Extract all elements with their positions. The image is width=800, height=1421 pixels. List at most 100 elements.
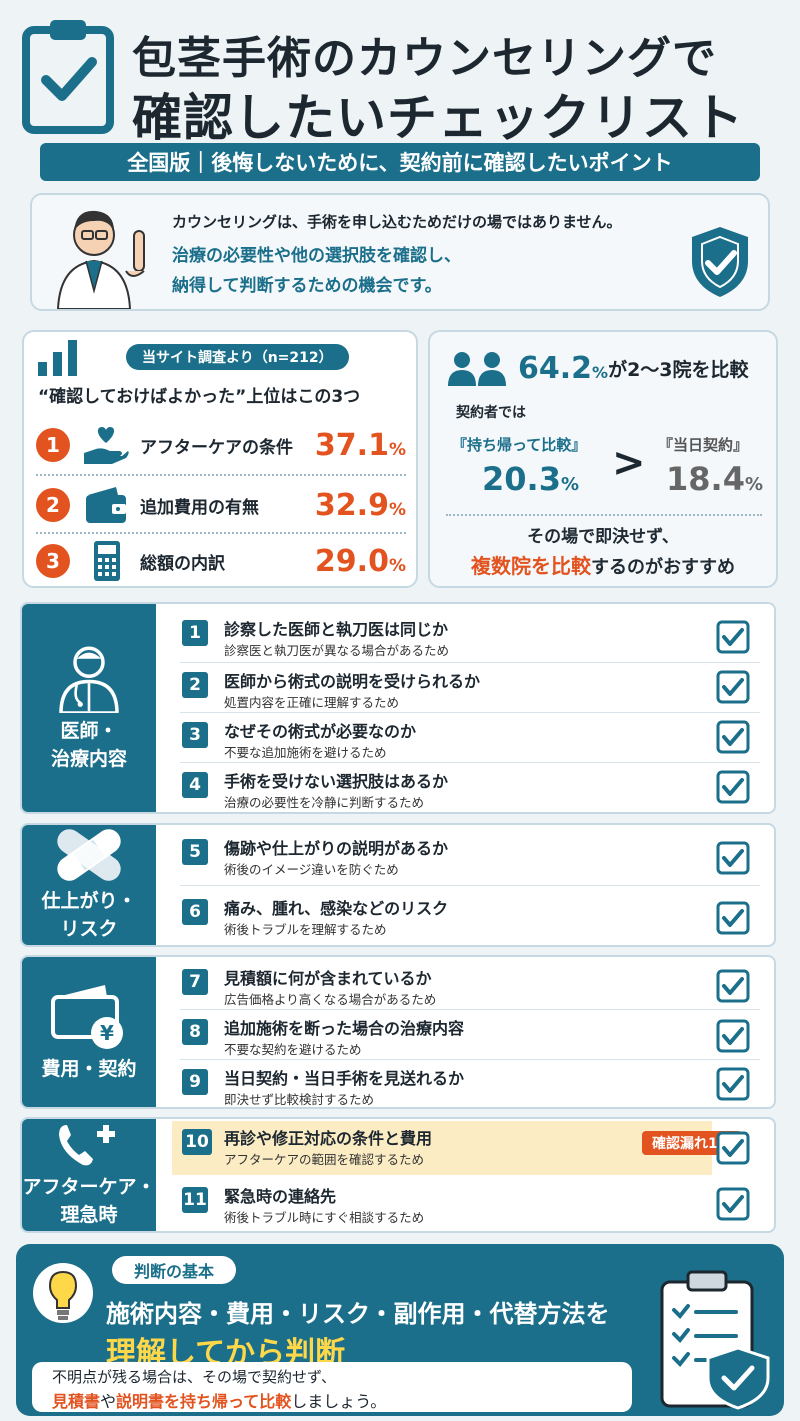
lightbulb-icon: [33, 1263, 93, 1323]
bandage-icon: [57, 829, 121, 881]
item-title: 医師から術式の説明を受けられるか: [224, 672, 481, 691]
hand-heart-icon: [84, 427, 129, 464]
checkbox-checked-icon[interactable]: [716, 720, 750, 754]
item-reason: アフターケアの範囲を確認するため: [224, 1152, 425, 1167]
rank-row: 1 アフターケアの条件 37.1%: [36, 418, 406, 472]
checkbox-checked-icon[interactable]: [716, 620, 750, 654]
take-home-label: 『持ち帰って比較』: [452, 436, 587, 454]
item-number: 8: [182, 1019, 208, 1045]
rank-row: 2 追加費用の有無 32.9%: [36, 478, 406, 532]
item-reason: 術後のイメージ違いを防ぐため: [224, 862, 399, 877]
greater-than-sign: >: [612, 440, 646, 486]
checkbox-checked-icon[interactable]: [716, 1067, 750, 1101]
judgement-line1: 施術内容・費用・リスク・副作用・代替方法を: [106, 1300, 610, 1328]
item-reason: 即決せず比較検討するため: [224, 1092, 375, 1107]
rank-label: アフターケアの条件: [140, 437, 293, 458]
checkbox-checked-icon[interactable]: [716, 1131, 750, 1165]
rank-percent: 37.1%: [314, 427, 406, 463]
page-title-line1: 包茎手術のカウンセリングで: [132, 33, 717, 84]
checklist-item-7: 7 見積額に何が含まれているか 広告価格より高くなる場合があるため: [180, 961, 774, 1013]
item-number: 4: [182, 772, 208, 798]
wallet-icon: [86, 487, 126, 523]
checkbox-checked-icon[interactable]: [716, 1187, 750, 1221]
subtitle-banner: 全国版｜後悔しないために、契約前に確認したいポイント: [40, 143, 760, 181]
divider: [180, 885, 760, 886]
item-number: 3: [182, 722, 208, 748]
section-cost-contract: ¥ 費用・契約 7 見積額に何が含まれているか 広告価格より高くなる場合があるた…: [20, 955, 776, 1109]
item-reason: 処置内容を正確に理解するため: [224, 695, 400, 710]
compare-advice-line2: 複数院を比較するのがおすすめ: [471, 554, 735, 578]
item-reason: 治療の必要性を冷静に判断するため: [224, 795, 425, 810]
shield-check-icon: [692, 227, 748, 297]
item-title: 手術を受けない選択肢はあるか: [224, 772, 449, 791]
item-title: なぜその術式が必要なのか: [224, 722, 417, 741]
wallet-yen-icon: ¥: [51, 985, 123, 1049]
checkbox-checked-icon[interactable]: [716, 901, 750, 935]
item-number: 6: [182, 899, 208, 925]
checkbox-checked-icon[interactable]: [716, 1019, 750, 1053]
item-reason: 不要な契約を避けるため: [224, 1042, 362, 1057]
section-side: 仕上がり・ リスク: [22, 825, 156, 945]
checklist-item-6: 6 痛み、腫れ、感染などのリスク 術後トラブルを理解するため: [180, 891, 774, 943]
section-side: アフターケア・ 理急時: [22, 1119, 156, 1231]
survey-badge: 当サイト調査より（n=212）: [126, 344, 349, 370]
rank-percent: 29.0%: [314, 543, 406, 579]
divider: [180, 662, 760, 663]
item-number: 1: [182, 620, 208, 646]
calculator-icon: [94, 541, 120, 581]
section-title: 費用・契約: [41, 1058, 137, 1080]
compare-percent: 64.2%: [518, 350, 609, 386]
doctor-pointing-icon: [56, 210, 145, 309]
checklist-item-3: 3 なぜその術式が必要なのか 不要な追加施術を避けるため: [180, 714, 774, 766]
checklist-item-2: 2 医師から術式の説明を受けられるか 処置内容を正確に理解するため: [180, 664, 774, 716]
clipboard-check-icon: [22, 20, 114, 134]
checklist-item-1: 1 診察した医師と執刀医は同じか 診察医と執刀医が異なる場合があるため: [180, 612, 774, 664]
compare-headline: 64.2% が2〜3院を比較: [446, 350, 749, 386]
divider: [180, 1059, 760, 1060]
divider: [180, 1009, 760, 1010]
checkbox-checked-icon[interactable]: [716, 670, 750, 704]
judgement-note-line2: 見積書や説明書を持ち帰って比較しましょう。: [52, 1392, 387, 1411]
divider: [446, 514, 762, 516]
survey-heading: “確認しておけばよかった”上位はこの3つ: [38, 387, 361, 407]
item-reason: 不要な追加施術を避けるため: [224, 745, 387, 760]
divider: [36, 532, 406, 534]
item-title: 緊急時の連絡先: [224, 1187, 337, 1206]
checkbox-checked-icon[interactable]: [716, 969, 750, 1003]
section-title: アフターケア・ 理急時: [22, 1176, 156, 1226]
section-side: ¥ 費用・契約: [22, 957, 156, 1107]
checklist-item-8: 8 追加施術を断った場合の治療内容 不要な契約を避けるため: [180, 1011, 774, 1063]
judgement-badge: 判断の基本: [112, 1256, 237, 1284]
item-title: 診察した医師と執刀医は同じか: [224, 620, 449, 639]
rank-label: 追加費用の有無: [140, 497, 259, 518]
item-title: 痛み、腫れ、感染などのリスク: [224, 899, 449, 918]
item-title: 追加施術を断った場合の治療内容: [224, 1019, 465, 1038]
checkbox-checked-icon[interactable]: [716, 841, 750, 875]
rank-row: 3 総額の内訳 29.0%: [36, 534, 406, 588]
compare-card: 64.2% が2〜3院を比較 契約者では 『持ち帰って比較』 20.3% > 『…: [428, 330, 778, 588]
phone-plus-icon: [59, 1125, 115, 1166]
compare-subheading: 契約者では: [456, 405, 526, 421]
section-title: 医師・ 治療内容: [50, 720, 127, 770]
item-number: 7: [182, 969, 208, 995]
item-number: 11: [182, 1187, 208, 1213]
checklist-item-9: 9 当日契約・当日手術を見送れるか 即決せず比較検討するため: [180, 1061, 774, 1107]
take-home-value: 20.3%: [482, 460, 579, 498]
item-reason: 広告価格より高くなる場合があるため: [224, 992, 437, 1007]
rank-label: 総額の内訳: [140, 553, 225, 574]
section-side: 医師・ 治療内容: [22, 604, 156, 812]
checklist-item-10: 10 再診や修正対応の条件と費用 アフターケアの範囲を確認するため 確認漏れ1位: [172, 1121, 742, 1175]
same-day-value: 18.4%: [666, 460, 763, 498]
compare-advice-line1: その場で即決せず、: [527, 527, 679, 547]
item-number: 2: [182, 672, 208, 698]
intro-text-emphasis: 治療の必要性や他の選択肢を確認し、 納得して判断するための機会です。: [172, 241, 461, 301]
page-title-line2: 確認したいチェックリスト: [132, 89, 744, 147]
item-reason: 術後トラブル時にすぐ相談するため: [224, 1210, 425, 1225]
checkbox-checked-icon[interactable]: [716, 770, 750, 804]
intro-text-line1: カウンセリングは、手術を申し込むためだけの場ではありません。: [172, 213, 622, 231]
svg-text:¥: ¥: [100, 1021, 114, 1045]
section-aftercare-emergency: アフターケア・ 理急時 10 再診や修正対応の条件と費用 アフターケアの範囲を確…: [20, 1117, 776, 1233]
intro-text-line3: 納得して判断するための機会です。: [172, 276, 442, 296]
item-title: 当日契約・当日手術を見送れるか: [224, 1069, 465, 1088]
item-title: 見積額に何が含まれているか: [224, 969, 432, 988]
